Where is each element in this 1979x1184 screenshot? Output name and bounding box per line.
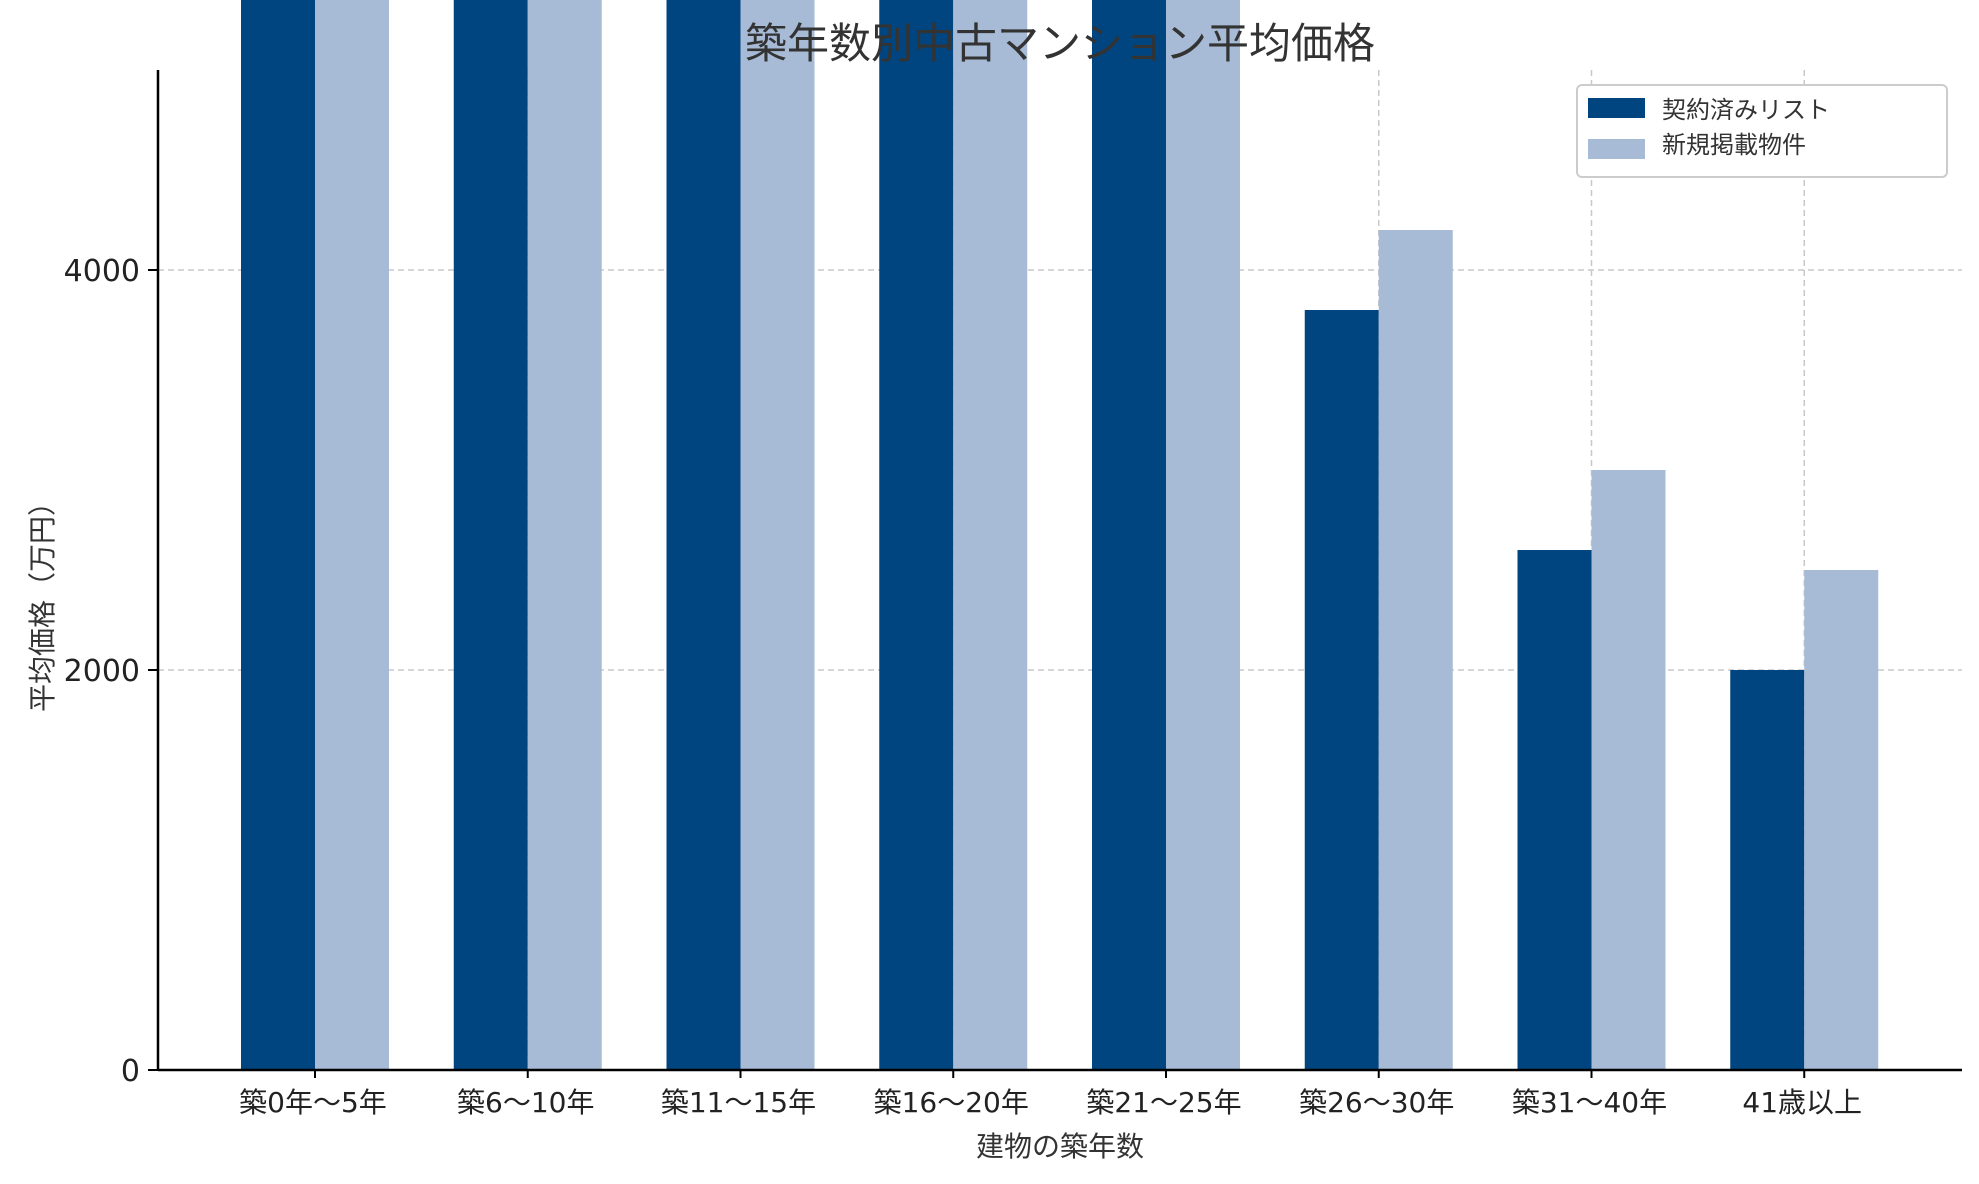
legend: 契約済みリスト 新規掲載物件: [1576, 84, 1948, 178]
bar-contracted: [666, 0, 741, 1070]
legend-label-contracted: 契約済みリスト: [1662, 96, 1830, 124]
bar-contracted: [1092, 0, 1166, 1070]
bars: [241, 0, 1879, 1070]
x-tick-label: 築16〜20年: [874, 1086, 1029, 1119]
x-tick-label: 築26〜30年: [1299, 1086, 1454, 1119]
bar-new-listing: [527, 0, 602, 1070]
bar-contracted: [453, 0, 528, 1070]
x-tick-label: 築31〜40年: [1512, 1086, 1667, 1119]
bar-new-listing: [1591, 470, 1666, 1070]
bar-contracted: [879, 0, 954, 1070]
y-tick-label: 4000: [64, 254, 140, 289]
x-axis-ticks: 築0年〜5年 築6〜10年 築11〜15年 築16〜20年 築21〜25年 築26〜30年…: [239, 1070, 1862, 1119]
x-tick-label: 築11〜15年: [661, 1086, 816, 1119]
bar-new-listing: [1166, 0, 1240, 1070]
x-tick-label: 築0年〜5年: [239, 1086, 387, 1119]
bar-new-listing: [1378, 230, 1453, 1070]
bar-contracted: [1304, 310, 1379, 1070]
bar-new-listing: [1804, 570, 1879, 1070]
x-tick-label: 築6〜10年: [457, 1086, 594, 1119]
chart-title: 築年数別中古マンション平均価格: [745, 19, 1375, 68]
x-tick-label: 築21〜25年: [1086, 1086, 1241, 1119]
bar-new-listing: [953, 0, 1028, 1070]
bar-contracted: [1517, 550, 1592, 1070]
x-tick-label: 41歳以上: [1742, 1086, 1862, 1119]
x-axis-label: 建物の築年数: [976, 1130, 1144, 1163]
y-tick-label: 0: [121, 1054, 140, 1089]
bar-contracted: [241, 0, 315, 1070]
y-tick-label: 2000: [64, 654, 140, 689]
legend-label-new-listings: 新規掲載物件: [1662, 131, 1806, 159]
bar-new-listing: [315, 0, 389, 1070]
y-axis-label: 平均価格（万円）: [26, 488, 59, 712]
legend-swatch-new-listings: [1588, 139, 1645, 159]
legend-frame: [1576, 84, 1948, 178]
y-axis-ticks: 02000400060008000: [64, 254, 158, 1089]
bar-contracted: [1730, 670, 1805, 1070]
bar-new-listing: [740, 0, 815, 1070]
legend-swatch-contracted: [1588, 98, 1645, 118]
